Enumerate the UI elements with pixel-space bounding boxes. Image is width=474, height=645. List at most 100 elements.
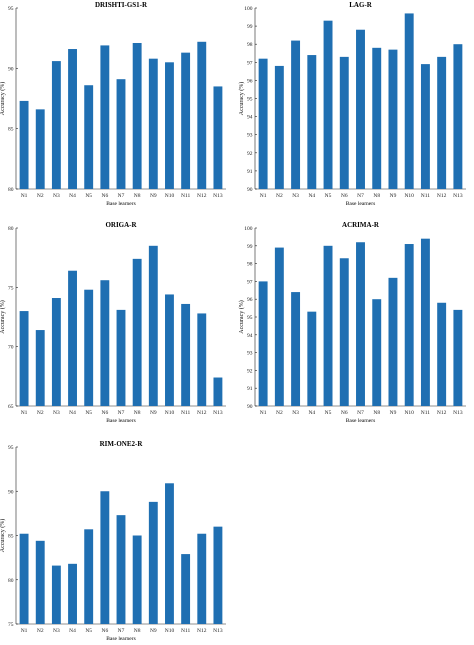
y-tick-label: 100 — [244, 226, 253, 232]
bar-n12 — [437, 56, 447, 190]
bar-n9 — [388, 49, 398, 189]
bar-n8 — [372, 299, 382, 406]
chart-panel-2: LAG-R 90 91 92 93 94 95 96 97 98 99 100 Accuracy (%)… — [238, 1, 466, 207]
x-tick-label: N6 — [101, 410, 108, 416]
bar-n11 — [181, 52, 191, 189]
y-tick-label: 75 — [8, 285, 14, 291]
x-tick-label: N6 — [101, 193, 108, 199]
bar-n12 — [197, 41, 207, 189]
bar-n10 — [165, 294, 174, 406]
chart-title: ACRIMA-R — [342, 221, 380, 229]
bar-n9 — [148, 501, 158, 624]
bar-n4 — [68, 49, 77, 189]
x-tick-label: N6 — [341, 410, 348, 416]
bar-n3 — [51, 61, 61, 189]
bar-n8 — [132, 258, 142, 406]
x-axis-label: Base learners — [106, 636, 135, 642]
bar-n7 — [356, 29, 365, 189]
y-tick-label: 90 — [247, 187, 253, 193]
y-tick-label: 97 — [247, 60, 253, 66]
x-tick-label: N8 — [134, 193, 141, 199]
x-tick-label: N9 — [390, 410, 397, 416]
bar-n2 — [274, 65, 284, 189]
x-tick-label: N3 — [53, 193, 60, 199]
y-tick-label: 95 — [247, 315, 253, 321]
bar-n7 — [356, 242, 365, 406]
x-tick-label: N11 — [421, 193, 431, 199]
x-tick-label: N11 — [181, 628, 191, 634]
x-tick-label: N10 — [165, 410, 175, 416]
chart-title: LAG-R — [349, 1, 373, 9]
bar-n8 — [372, 47, 382, 189]
y-axis-label: Accuracy (%) — [0, 519, 6, 552]
x-tick-label: N5 — [85, 410, 92, 416]
bar-n3 — [51, 298, 61, 406]
x-tick-label: N10 — [404, 410, 414, 416]
x-tick-label: N13 — [213, 193, 223, 199]
bar-n13 — [213, 377, 223, 406]
x-tick-label: N1 — [260, 193, 267, 199]
bar-n4 — [68, 563, 77, 624]
chart-panel-1: DRISHTI-GS1-R 80 85 90 95 Accuracy (%) N1 N2 N3 N… — [0, 1, 226, 207]
y-axis-label: Accuracy (%) — [0, 82, 6, 115]
bar-n3 — [51, 565, 61, 624]
bar-n6 — [100, 45, 110, 190]
x-tick-label: N11 — [181, 193, 191, 199]
x-tick-label: N11 — [181, 410, 191, 416]
x-tick-label: N9 — [150, 628, 157, 634]
bar-n2 — [35, 330, 45, 406]
y-tick-label: 97 — [247, 279, 253, 285]
bar-n11 — [181, 303, 191, 406]
chart-title: DRISHTI-GS1-R — [95, 1, 148, 9]
y-tick-label: 85 — [8, 127, 14, 133]
x-tick-label: N5 — [85, 193, 92, 199]
bar-n7 — [116, 309, 126, 406]
bar-n5 — [84, 85, 94, 189]
x-tick-label: N9 — [390, 193, 397, 199]
x-tick-label: N3 — [292, 410, 299, 416]
x-tick-label: N9 — [150, 410, 157, 416]
bar-n8 — [132, 42, 142, 189]
y-tick-label: 90 — [8, 66, 14, 72]
x-tick-label: N4 — [308, 193, 315, 199]
y-tick-label: 99 — [247, 244, 253, 250]
x-tick-label: N7 — [118, 628, 125, 634]
x-tick-label: N10 — [165, 193, 175, 199]
bar-n1 — [258, 281, 268, 406]
y-tick-label: 96 — [247, 78, 253, 84]
y-tick-label: 99 — [247, 24, 253, 30]
y-tick-label: 80 — [8, 578, 14, 584]
bar-n11 — [420, 64, 430, 189]
chart-title: RIM-ONE2-R — [100, 440, 144, 448]
y-tick-label: 98 — [247, 262, 253, 268]
x-tick-label: N4 — [69, 410, 76, 416]
x-tick-label: N7 — [357, 193, 364, 199]
bar-n10 — [165, 483, 174, 624]
x-tick-label: N12 — [197, 193, 207, 199]
y-tick-label: 91 — [247, 386, 253, 392]
x-tick-label: N2 — [276, 193, 283, 199]
x-tick-label: N8 — [373, 193, 380, 199]
bar-n6 — [100, 280, 110, 406]
y-tick-label: 80 — [8, 226, 14, 232]
bar-n5 — [323, 245, 333, 406]
bar-n7 — [116, 79, 126, 189]
bar-n6 — [339, 258, 349, 406]
x-tick-label: N13 — [453, 410, 463, 416]
x-tick-label: N12 — [437, 193, 447, 199]
chart-panel-4: ACRIMA-R 90 91 92 93 94 95 96 97 98 99 100 Accuracy … — [238, 221, 466, 424]
bar-n13 — [213, 86, 223, 189]
x-tick-label: N1 — [21, 628, 28, 634]
y-axis-label: Accuracy (%) — [0, 300, 6, 333]
x-tick-label: N2 — [276, 410, 283, 416]
chart-title: ORIGA-R — [105, 221, 137, 229]
x-tick-label: N1 — [21, 410, 28, 416]
x-tick-label: N13 — [453, 193, 463, 199]
bar-n4 — [307, 311, 317, 406]
bar-n13 — [453, 44, 463, 190]
bar-n4 — [307, 55, 317, 190]
y-tick-label: 90 — [247, 404, 253, 410]
bar-n10 — [404, 13, 414, 190]
x-axis-label: Base learners — [106, 418, 135, 424]
